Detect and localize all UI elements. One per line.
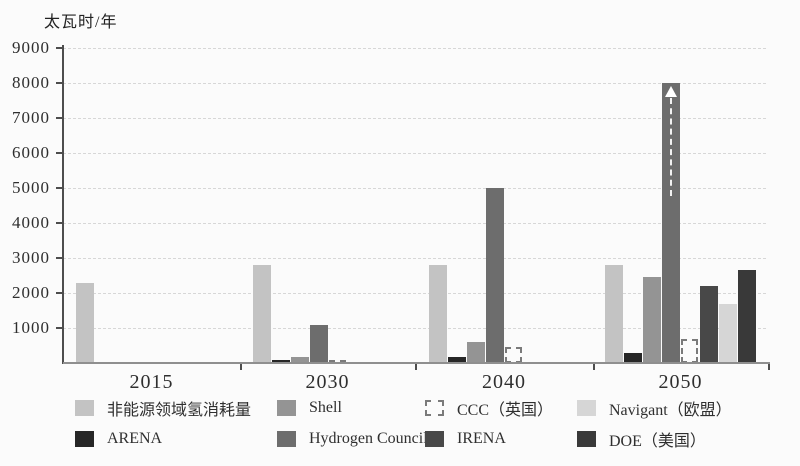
gridline-7000 <box>63 118 766 119</box>
bar-2040-arena <box>448 357 466 363</box>
y-tick-label-3000: 3000 <box>12 248 50 267</box>
legend-swatch-icon <box>425 400 444 416</box>
legend-item-hydrogen-council: Hydrogen Council <box>277 429 428 449</box>
x-category-label-2030: 2030 <box>305 371 350 393</box>
y-tick-label-2000: 2000 <box>12 283 50 302</box>
legend-label: Navigant（欧盟） <box>609 402 732 419</box>
bar-2050-hydrogen-council <box>662 83 680 363</box>
legend-swatch-icon <box>577 431 596 447</box>
x-axis-line <box>63 362 770 364</box>
x-category-label-2015: 2015 <box>129 371 174 393</box>
y-axis-title: 太瓦时/年 <box>44 14 118 31</box>
bar-2030-shell <box>291 356 309 363</box>
legend-swatch-icon <box>75 400 94 416</box>
legend-item-arena: ARENA <box>75 429 162 449</box>
legend-item-shell: Shell <box>277 398 342 418</box>
gridline-6000 <box>63 153 766 154</box>
bar-2040-- <box>429 265 447 363</box>
x-category-label-2040: 2040 <box>482 371 526 393</box>
bar-2050-navigant- <box>719 303 737 363</box>
legend-swatch-icon <box>75 431 94 447</box>
overflow-arrow-line <box>670 98 672 196</box>
y-tick-mark <box>56 257 63 259</box>
bar-2050-arena <box>624 352 642 363</box>
legend-label: ARENA <box>107 430 163 447</box>
y-tick-mark <box>56 47 63 49</box>
legend-label: CCC（英国） <box>457 402 554 419</box>
legend-item-ccc-: CCC（英国） <box>425 398 554 419</box>
legend-label: IRENA <box>457 430 506 447</box>
y-tick-mark <box>56 82 63 84</box>
y-tick-mark <box>56 222 63 224</box>
bar-2050-ccc <box>681 338 698 363</box>
bar-2050-- <box>605 265 623 363</box>
y-tick-mark <box>56 117 63 119</box>
x-tick-mark-1 <box>415 364 417 370</box>
y-tick-label-6000: 6000 <box>12 143 50 162</box>
bar-2050-doe- <box>738 270 756 363</box>
bar-2030-- <box>253 265 271 363</box>
legend-swatch-icon <box>577 400 596 416</box>
legend-swatch-icon <box>277 431 296 447</box>
y-tick-label-1000: 1000 <box>12 318 50 337</box>
y-tick-label-5000: 5000 <box>12 178 50 197</box>
gridline-9000 <box>63 48 766 49</box>
x-category-label-2050: 2050 <box>658 371 703 393</box>
x-tick-mark-3 <box>768 364 770 370</box>
bar-2050-shell <box>643 277 661 363</box>
legend-label: Hydrogen Council <box>309 430 428 447</box>
y-axis-line <box>62 45 64 364</box>
legend-item-doe-: DOE（美国） <box>577 429 706 450</box>
legend-label: Shell <box>309 399 342 416</box>
y-tick-label-9000: 9000 <box>12 38 50 57</box>
gridline-2000 <box>63 293 766 294</box>
legend-swatch-icon <box>425 431 444 447</box>
gridline-3000 <box>63 258 766 259</box>
bar-2030-arena <box>272 360 290 363</box>
bar-2030-hydrogen-council <box>310 324 328 363</box>
gridline-5000 <box>63 188 766 189</box>
legend-item--: 非能源领域氢消耗量 <box>75 398 252 419</box>
legend-label: DOE（美国） <box>609 433 706 450</box>
x-tick-mark-0 <box>240 364 242 370</box>
y-tick-label-8000: 8000 <box>12 73 50 92</box>
bar-2040-hydrogen-council <box>486 188 504 363</box>
overflow-arrow-head <box>665 86 677 97</box>
x-tick-mark-2 <box>593 364 595 370</box>
legend-item-navigant-: Navigant（欧盟） <box>577 398 732 419</box>
y-tick-mark <box>56 292 63 294</box>
legend-label: 非能源领域氢消耗量 <box>107 402 252 419</box>
bar-2015-- <box>76 282 94 363</box>
bar-2050-irena <box>700 286 718 363</box>
y-tick-mark <box>56 152 63 154</box>
y-tick-mark <box>56 327 63 329</box>
gridline-1000 <box>63 328 766 329</box>
y-tick-label-4000: 4000 <box>12 213 50 232</box>
gridline-4000 <box>63 223 766 224</box>
y-tick-mark <box>56 187 63 189</box>
gridline-8000 <box>63 83 766 84</box>
y-tick-label-7000: 7000 <box>12 108 50 127</box>
legend-swatch-icon <box>277 400 296 416</box>
bar-2040-ccc <box>505 347 522 363</box>
bar-2040-shell <box>467 342 485 363</box>
legend-item-irena: IRENA <box>425 429 506 449</box>
